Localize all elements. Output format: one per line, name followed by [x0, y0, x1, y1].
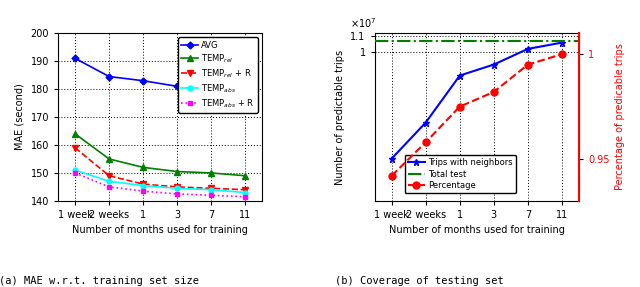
TEMP$_{rel}$	[71, 132, 79, 135]
Text: $\times 10^7$: $\times 10^7$	[350, 16, 376, 30]
Line: TEMP$_{rel}$: TEMP$_{rel}$	[72, 131, 248, 179]
TEMP$_{abs}$ + R	[207, 194, 215, 197]
Percentage	[524, 63, 532, 66]
Trips with neighbors	[490, 63, 498, 66]
Trips with neighbors	[524, 47, 532, 51]
Total test	[422, 39, 429, 42]
AVG	[241, 90, 249, 94]
TEMP$_{abs}$	[241, 191, 249, 194]
TEMP$_{abs}$	[207, 188, 215, 191]
Y-axis label: MAE (second): MAE (second)	[15, 84, 25, 150]
X-axis label: Number of months used for training: Number of months used for training	[389, 226, 564, 235]
TEMP$_{rel}$	[106, 157, 113, 161]
Total test	[388, 39, 396, 42]
TEMP$_{abs}$	[71, 168, 79, 172]
TEMP$_{rel}$	[140, 166, 147, 169]
TEMP$_{abs}$	[173, 187, 181, 190]
Trips with neighbors	[388, 157, 396, 160]
AVG	[71, 57, 79, 60]
Line: TEMP$_{rel}$ + R: TEMP$_{rel}$ + R	[72, 145, 248, 193]
Line: TEMP$_{abs}$ + R: TEMP$_{abs}$ + R	[74, 171, 247, 198]
Line: Percentage: Percentage	[388, 51, 565, 179]
TEMP$_{rel}$	[173, 170, 181, 173]
Text: (b) Coverage of testing set: (b) Coverage of testing set	[335, 276, 504, 286]
Percentage	[456, 105, 463, 108]
Line: Trips with neighbors: Trips with neighbors	[388, 39, 565, 162]
Percentage	[422, 141, 429, 144]
Line: AVG: AVG	[73, 56, 248, 94]
Trips with neighbors	[456, 74, 463, 77]
TEMP$_{rel}$ + R	[106, 174, 113, 177]
TEMP$_{rel}$ + R	[241, 188, 249, 191]
TEMP$_{rel}$ + R	[207, 187, 215, 190]
TEMP$_{abs}$	[140, 184, 147, 187]
TEMP$_{rel}$	[241, 174, 249, 177]
TEMP$_{rel}$ + R	[140, 183, 147, 186]
TEMP$_{abs}$ + R	[241, 195, 249, 198]
Text: (a) MAE w.r.t. training set size: (a) MAE w.r.t. training set size	[0, 276, 199, 286]
TEMP$_{abs}$ + R	[71, 171, 79, 175]
TEMP$_{abs}$ + R	[106, 185, 113, 189]
TEMP$_{rel}$ + R	[173, 185, 181, 189]
Percentage	[490, 90, 498, 94]
TEMP$_{abs}$	[106, 180, 113, 183]
Legend: Trips with neighbors, Total test, Percentage: Trips with neighbors, Total test, Percen…	[405, 155, 516, 193]
TEMP$_{abs}$ + R	[173, 192, 181, 196]
AVG	[207, 87, 215, 91]
Trips with neighbors	[422, 121, 429, 124]
Percentage	[388, 174, 396, 177]
AVG	[106, 75, 113, 78]
TEMP$_{rel}$ + R	[71, 146, 79, 150]
X-axis label: Number of months used for training: Number of months used for training	[72, 226, 248, 235]
AVG	[173, 85, 181, 88]
Y-axis label: Percentage of predicable trips: Percentage of predicable trips	[615, 44, 625, 191]
Trips with neighbors	[558, 41, 566, 44]
Line: TEMP$_{abs}$: TEMP$_{abs}$	[73, 168, 248, 195]
Percentage	[558, 53, 566, 56]
TEMP$_{abs}$ + R	[140, 189, 147, 193]
AVG	[140, 79, 147, 82]
Legend: AVG, TEMP$_{rel}$, TEMP$_{rel}$ + R, TEMP$_{abs}$, TEMP$_{abs}$ + R: AVG, TEMP$_{rel}$, TEMP$_{rel}$ + R, TEM…	[178, 37, 258, 113]
TEMP$_{rel}$	[207, 171, 215, 175]
Y-axis label: Number of predictable trips: Number of predictable trips	[335, 49, 345, 185]
